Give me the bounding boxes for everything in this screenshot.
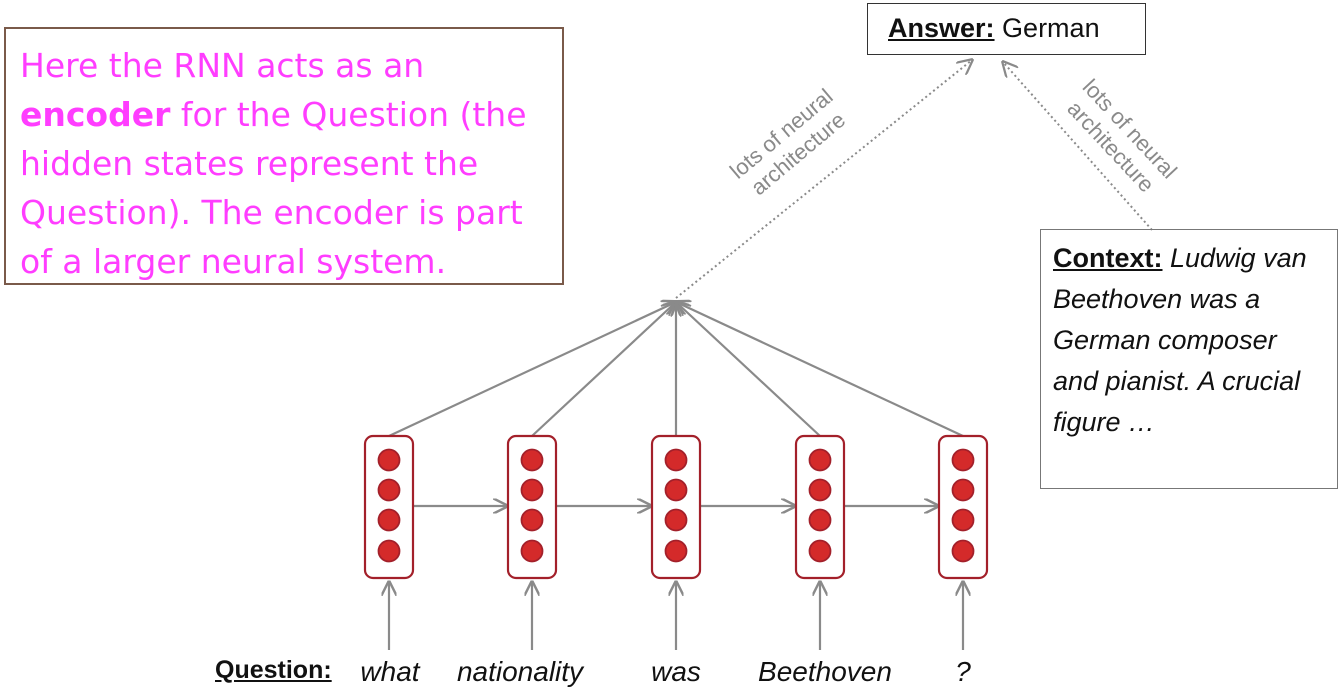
dotted-arrow-to-answer [675, 60, 972, 299]
rnn-cell [794, 434, 846, 580]
hidden-state-neuron [520, 539, 544, 563]
hidden-state-neuron [664, 539, 688, 563]
context-label: Context: [1053, 243, 1163, 273]
rnn-cell [937, 434, 989, 580]
hidden-state-neuron [377, 478, 401, 502]
question-word: what [360, 656, 420, 687]
hidden-state-neuron [377, 508, 401, 532]
hidden-state-neuron [808, 539, 832, 563]
answer-value: German [1002, 13, 1100, 43]
context-box: Context: Ludwig van Beethoven was a Germ… [1040, 229, 1338, 489]
hidden-state-neuron [808, 448, 832, 472]
rnn-cell [363, 434, 415, 580]
rnn-cell-box [506, 434, 558, 580]
hidden-state-neuron [520, 478, 544, 502]
hidden-state-neuron [377, 539, 401, 563]
output-arrow [531, 302, 676, 437]
rnn-cell-box [937, 434, 989, 580]
output-arrow [676, 302, 964, 437]
hidden-state-neuron [808, 478, 832, 502]
rnn-cell-box [650, 434, 702, 580]
hidden-state-neuron [664, 478, 688, 502]
hidden-state-neuron [951, 448, 975, 472]
question-label: Question: [215, 656, 332, 684]
encoder-explanation-callout: Here the RNN acts as an encoder for the … [4, 27, 564, 285]
output-arrow [388, 302, 676, 437]
context-text: Ludwig van Beethoven was a German compos… [1053, 243, 1307, 437]
hidden-state-neuron [664, 508, 688, 532]
question-word: Beethoven [758, 656, 892, 687]
callout-text-after: for the Question (the hidden states repr… [20, 95, 527, 281]
answer-label: Answer: [888, 13, 995, 43]
question-word: nationality [456, 656, 584, 687]
output-arrow [676, 302, 821, 437]
hidden-state-neuron [664, 448, 688, 472]
hidden-state-neuron [951, 478, 975, 502]
hidden-state-neuron [808, 508, 832, 532]
callout-text-before: Here the RNN acts as an [20, 46, 425, 85]
hidden-state-neuron [951, 539, 975, 563]
hidden-state-neuron [520, 508, 544, 532]
rnn-cell [506, 434, 558, 580]
rnn-cell [650, 434, 702, 580]
rnn-cell-box [363, 434, 415, 580]
hidden-state-neuron [520, 448, 544, 472]
rnn-cell-box [794, 434, 846, 580]
question-word: was [651, 656, 701, 687]
hidden-state-neuron [951, 508, 975, 532]
question-word: ? [955, 656, 971, 687]
answer-box: Answer: German [867, 3, 1146, 55]
callout-bold-encoder: encoder [20, 95, 171, 134]
hidden-state-neuron [377, 448, 401, 472]
